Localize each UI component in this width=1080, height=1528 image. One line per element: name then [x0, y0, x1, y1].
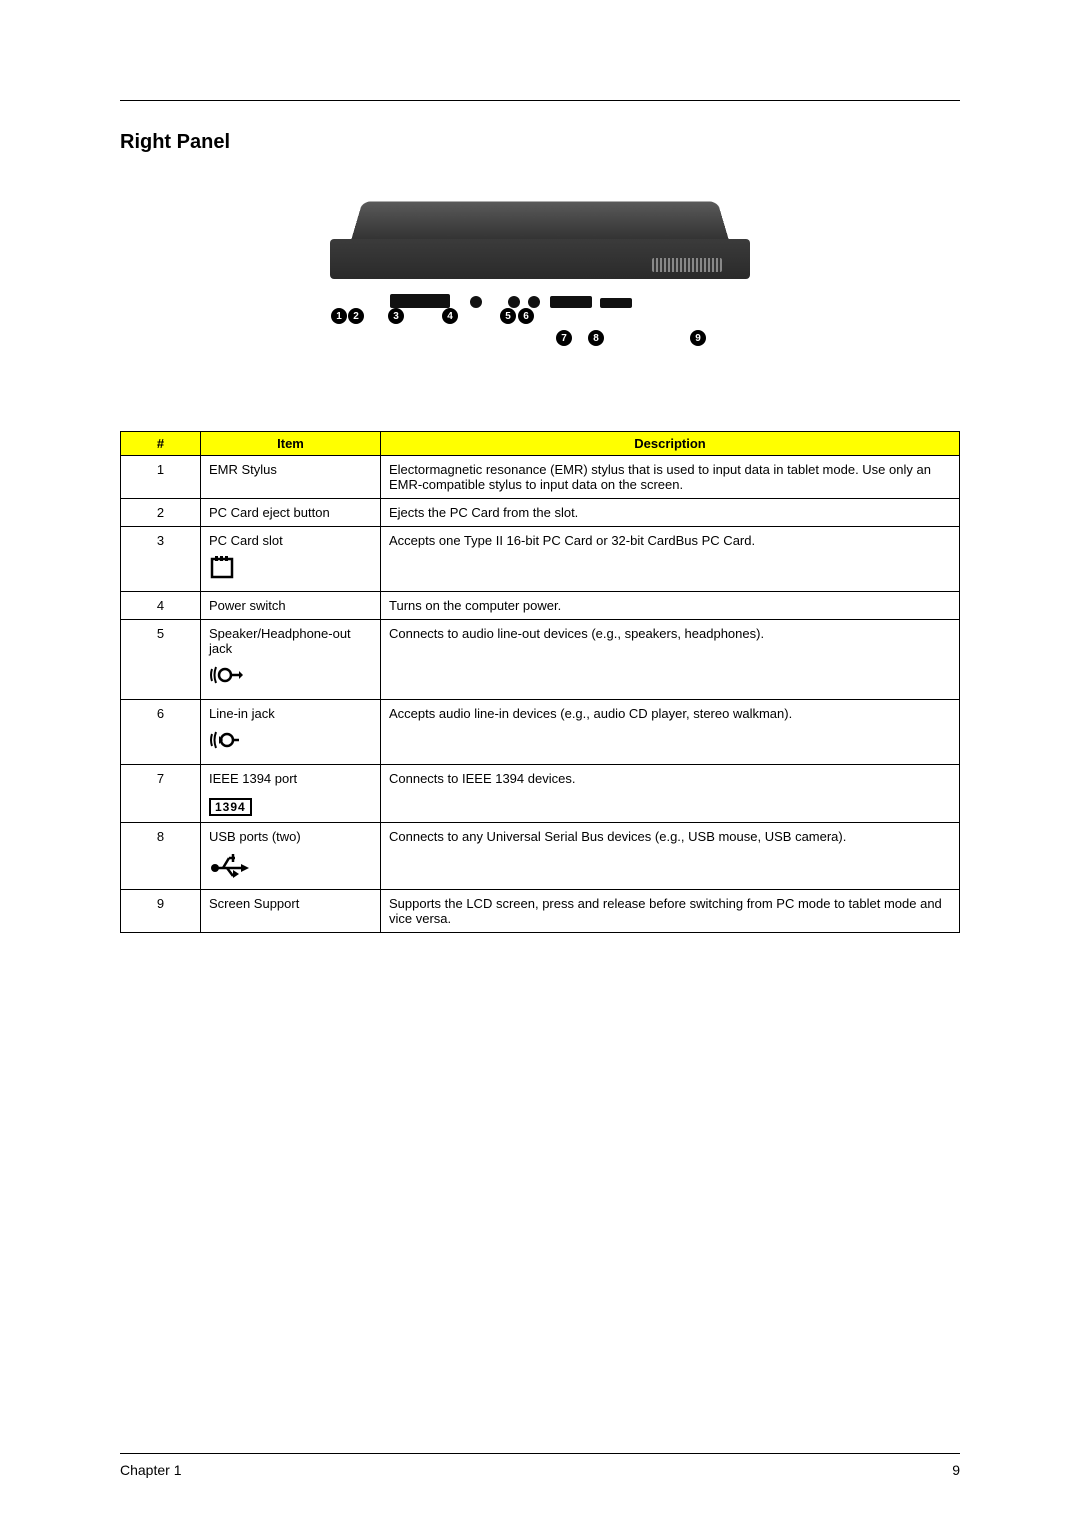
item-label: PC Card slot — [209, 533, 372, 548]
cell-item: PC Card slot — [201, 527, 381, 592]
1394-icon: 1394 — [209, 792, 372, 816]
cell-desc: Connects to audio line-out devices (e.g.… — [381, 620, 960, 700]
cell-item: Screen Support — [201, 890, 381, 933]
col-num: # — [121, 432, 201, 456]
callout-3: 3 — [388, 308, 404, 324]
item-label: Screen Support — [209, 896, 372, 911]
item-label: EMR Stylus — [209, 462, 372, 477]
footer-right: 9 — [952, 1462, 960, 1478]
cell-desc: Accepts audio line-in devices (e.g., aud… — [381, 700, 960, 765]
table-row: 7 IEEE 1394 port 1394 Connects to IEEE 1394… — [121, 765, 960, 823]
cell-item: USB ports (two) — [201, 823, 381, 890]
cell-desc: Electormagnetic resonance (EMR) stylus t… — [381, 456, 960, 499]
cell-num: 1 — [121, 456, 201, 499]
cell-item: Speaker/Headphone-out jack — [201, 620, 381, 700]
cell-item: Power switch — [201, 592, 381, 620]
device-diagram: 123456789 — [120, 194, 960, 351]
callout-2: 2 — [348, 308, 364, 324]
cell-num: 4 — [121, 592, 201, 620]
cell-num: 5 — [121, 620, 201, 700]
col-desc: Description — [381, 432, 960, 456]
cell-desc: Connects to any Universal Serial Bus dev… — [381, 823, 960, 890]
callout-7: 7 — [556, 330, 572, 346]
audio-in-icon — [209, 727, 372, 758]
callout-5: 5 — [500, 308, 516, 324]
cell-num: 9 — [121, 890, 201, 933]
table-row: 9 Screen Support Supports the LCD screen, … — [121, 890, 960, 933]
audio-out-icon — [209, 662, 372, 693]
section-title: Right Panel — [120, 131, 960, 154]
callout-6: 6 — [518, 308, 534, 324]
cell-num: 6 — [121, 700, 201, 765]
top-rule — [120, 100, 960, 101]
usb-icon — [209, 850, 372, 883]
table-row: 8 USB ports (two) Connects to any Universa… — [121, 823, 960, 890]
item-label: PC Card eject button — [209, 505, 372, 520]
cell-item: EMR Stylus — [201, 456, 381, 499]
ports-table: # Item Description 1 EMR Stylus Electormag… — [120, 431, 960, 933]
table-row: 5 Speaker/Headphone-out jack Connects to a… — [121, 620, 960, 700]
footer-left: Chapter 1 — [120, 1462, 181, 1478]
table-row: 6 Line-in jack Accepts audio line-in devic… — [121, 700, 960, 765]
cell-desc: Accepts one Type II 16-bit PC Card or 32… — [381, 527, 960, 592]
table-row: 1 EMR Stylus Electormagnetic resonance (EM… — [121, 456, 960, 499]
col-item: Item — [201, 432, 381, 456]
table-row: 4 Power switch Turns on the computer power… — [121, 592, 960, 620]
cell-num: 7 — [121, 765, 201, 823]
cell-item: IEEE 1394 port 1394 — [201, 765, 381, 823]
cell-item: Line-in jack — [201, 700, 381, 765]
table-row: 2 PC Card eject button Ejects the PC Card … — [121, 499, 960, 527]
cell-num: 3 — [121, 527, 201, 592]
page-footer: Chapter 1 9 — [120, 1453, 960, 1478]
pc-card-icon — [209, 554, 372, 585]
cell-desc: Turns on the computer power. — [381, 592, 960, 620]
callout-9: 9 — [690, 330, 706, 346]
cell-num: 2 — [121, 499, 201, 527]
item-label: Power switch — [209, 598, 372, 613]
cell-desc: Supports the LCD screen, press and relea… — [381, 890, 960, 933]
item-label: Speaker/Headphone-out jack — [209, 626, 372, 656]
callout-4: 4 — [442, 308, 458, 324]
callout-1: 1 — [331, 308, 347, 324]
cell-desc: Ejects the PC Card from the slot. — [381, 499, 960, 527]
cell-item: PC Card eject button — [201, 499, 381, 527]
table-row: 3 PC Card slot Accepts one Type II 16-bit … — [121, 527, 960, 592]
item-label: Line-in jack — [209, 706, 372, 721]
item-label: IEEE 1394 port — [209, 771, 372, 786]
cell-desc: Connects to IEEE 1394 devices. — [381, 765, 960, 823]
cell-num: 8 — [121, 823, 201, 890]
callout-8: 8 — [588, 330, 604, 346]
item-label: USB ports (two) — [209, 829, 372, 844]
